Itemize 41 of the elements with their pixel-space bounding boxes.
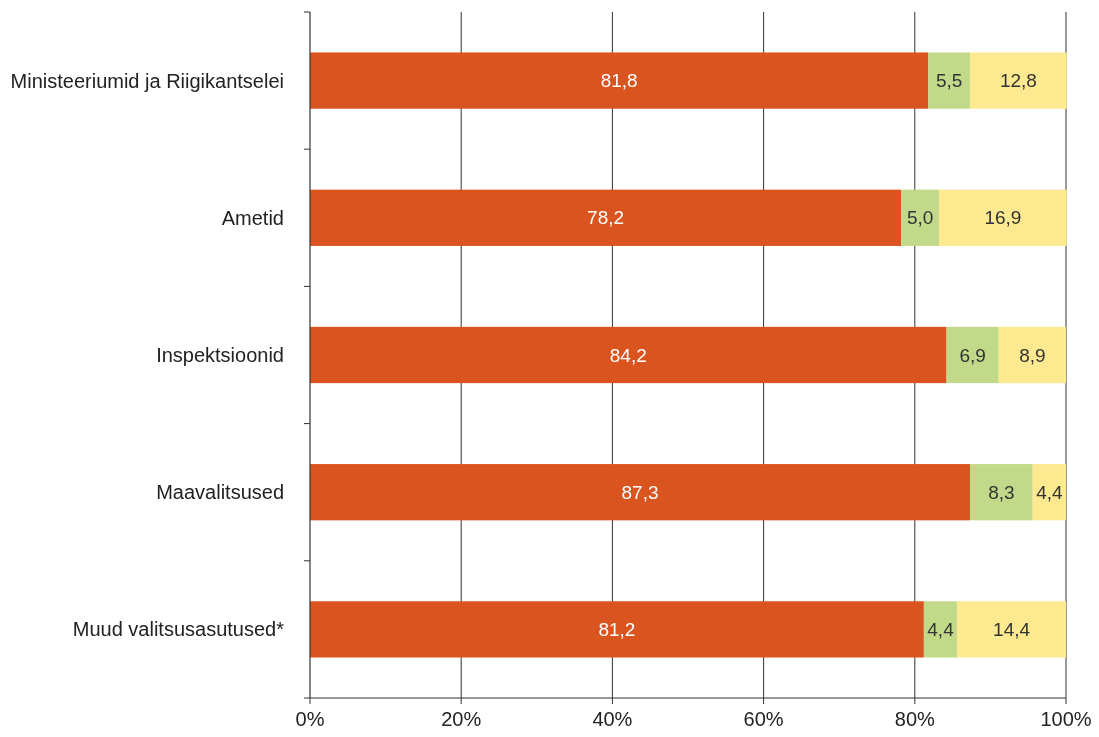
data-label: 5,5 <box>935 70 963 92</box>
data-label: 6,9 <box>959 344 986 366</box>
data-label: 14,4 <box>993 619 1031 641</box>
bar <box>310 601 924 658</box>
y-tick-label: Inspektsioonid <box>156 344 284 366</box>
y-tick-label: Ametid <box>221 206 284 229</box>
data-label: 4,4 <box>927 619 955 641</box>
bar <box>969 52 1067 109</box>
data-label: 84,2 <box>609 344 647 366</box>
data-label: 81,8 <box>600 70 638 92</box>
data-label: 12,8 <box>999 70 1037 92</box>
data-label: 78,2 <box>587 207 625 229</box>
data-label: 8,9 <box>1019 344 1046 366</box>
bar <box>310 189 902 246</box>
data-label: 8,3 <box>988 481 1015 503</box>
bar <box>310 326 947 384</box>
bar <box>957 601 1066 658</box>
y-tick-label: Maavalitsused <box>156 481 284 504</box>
bar <box>969 464 1033 521</box>
y-tick-label: Muud valitsusasutused* <box>72 618 285 641</box>
x-tick-label: 40% <box>592 708 633 730</box>
x-tick-label: 80% <box>894 708 936 730</box>
x-tick-label: 20% <box>441 708 482 730</box>
bar <box>310 464 970 521</box>
data-label: 4,4 <box>1036 481 1063 503</box>
x-tick-label: 100% <box>1040 708 1092 730</box>
data-label: 16,9 <box>984 207 1022 229</box>
data-label: 81,2 <box>598 619 636 641</box>
bar <box>1032 464 1066 521</box>
bar <box>310 52 929 109</box>
bar <box>938 189 1067 246</box>
data-label: 87,3 <box>621 481 659 503</box>
bar <box>998 326 1066 384</box>
bar <box>946 326 999 384</box>
bar <box>901 189 939 246</box>
y-tick-label: Ministeeriumid ja Riigikantselei <box>10 69 284 92</box>
data-label: 5,0 <box>906 207 934 229</box>
x-tick-label: 60% <box>743 708 784 730</box>
bar <box>928 52 970 109</box>
bar <box>923 601 958 658</box>
x-tick-label: 0% <box>295 708 325 730</box>
